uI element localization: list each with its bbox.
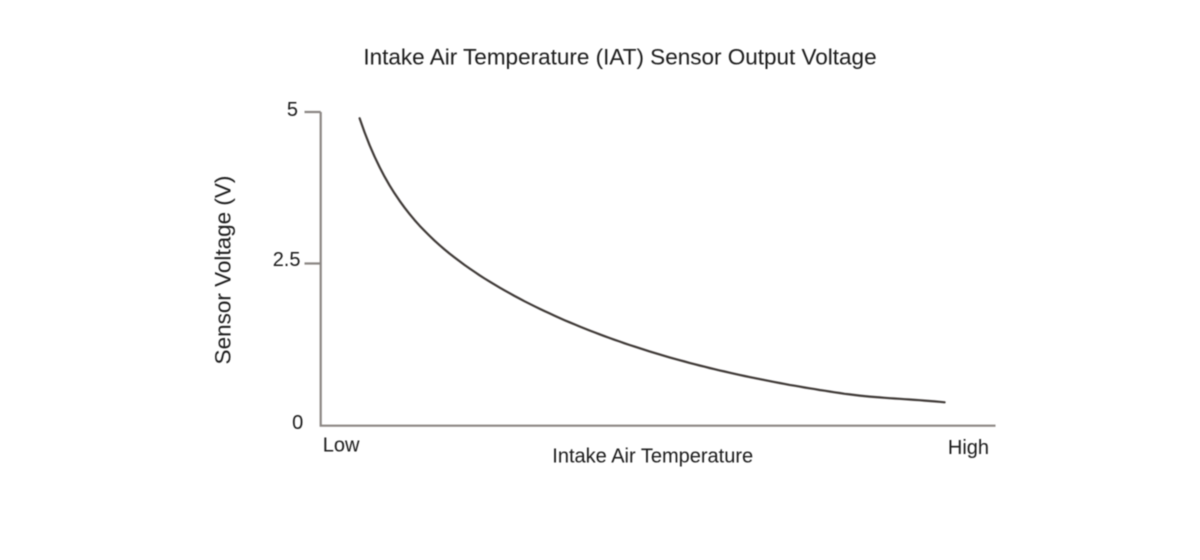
svg-text:2.5: 2.5 [273, 249, 301, 271]
svg-text:Sensor Voltage (V): Sensor Voltage (V) [211, 176, 236, 365]
svg-text:5: 5 [287, 99, 298, 121]
svg-text:Low: Low [323, 435, 360, 457]
svg-text:Intake Air Temperature: Intake Air Temperature [552, 445, 753, 467]
svg-text:High: High [948, 437, 989, 459]
svg-text:0: 0 [292, 412, 303, 434]
svg-text:Intake Air Temperature (IAT) S: Intake Air Temperature (IAT) Sensor Outp… [363, 45, 876, 70]
